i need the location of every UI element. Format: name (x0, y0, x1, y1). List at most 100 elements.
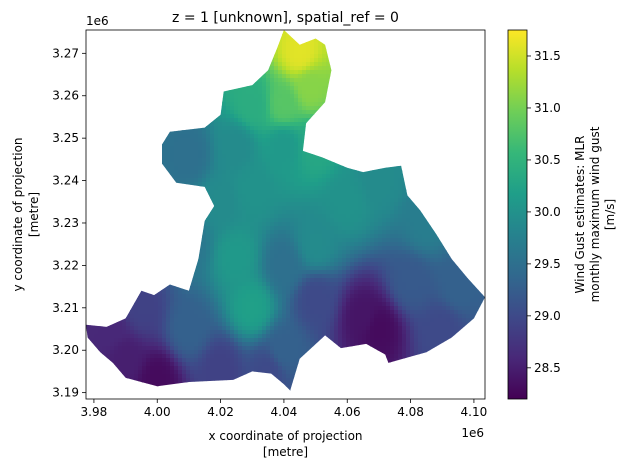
heatmap-cell (394, 222, 399, 227)
heatmap-cell (182, 62, 187, 67)
heatmap-cell (378, 182, 383, 187)
heatmap-cell (122, 98, 127, 103)
heatmap-cell (374, 214, 379, 219)
heatmap-cell (90, 94, 95, 99)
heatmap-cell (370, 190, 375, 195)
heatmap-cell (334, 154, 339, 159)
heatmap-cell (298, 142, 303, 147)
heatmap-cell (358, 38, 363, 43)
heatmap-cell (466, 58, 471, 63)
heatmap-cell (162, 146, 167, 151)
heatmap-cell (90, 42, 95, 47)
heatmap-cell (262, 30, 267, 35)
heatmap-cell (410, 74, 415, 79)
heatmap-cell (134, 154, 139, 159)
heatmap-cell (214, 74, 219, 79)
heatmap-cell (442, 218, 447, 223)
heatmap-cell (110, 122, 115, 127)
heatmap-cell (154, 214, 159, 219)
heatmap-cell (310, 90, 315, 95)
heatmap-cell (190, 214, 195, 219)
heatmap-cell (290, 34, 295, 39)
heatmap-cell (342, 126, 347, 131)
heatmap-cell (298, 202, 303, 207)
heatmap-cell (314, 46, 319, 51)
heatmap-cell (302, 214, 307, 219)
heatmap-cell (378, 34, 383, 39)
heatmap-cell (442, 126, 447, 131)
heatmap-cell (290, 202, 295, 207)
heatmap-cell (90, 142, 95, 147)
heatmap-cell (310, 42, 315, 47)
heatmap-cell (138, 134, 143, 139)
heatmap-cell (426, 66, 431, 71)
heatmap-cell (158, 146, 163, 151)
heatmap-cell (326, 186, 331, 191)
heatmap-cell (158, 82, 163, 87)
heatmap-cell (222, 50, 227, 55)
heatmap-cell (146, 86, 151, 91)
heatmap-cell (394, 90, 399, 95)
heatmap-cell (470, 42, 475, 47)
heatmap-cell (130, 94, 135, 99)
heatmap-cell (138, 114, 143, 119)
heatmap-cell (314, 126, 319, 131)
heatmap-cell (242, 206, 247, 211)
heatmap-cell (354, 74, 359, 79)
heatmap-cell (314, 30, 319, 35)
heatmap-cell (362, 166, 367, 171)
heatmap-cell (390, 38, 395, 43)
heatmap-cell (370, 30, 375, 35)
heatmap-cell (254, 70, 259, 75)
heatmap-cell (294, 138, 299, 143)
heatmap-cell (246, 206, 251, 211)
heatmap-cell (98, 98, 103, 103)
heatmap-cell (210, 146, 215, 151)
heatmap-cell (306, 202, 311, 207)
heatmap-cell (442, 118, 447, 123)
heatmap-cell (230, 150, 235, 155)
heatmap-cell (290, 122, 295, 127)
heatmap-cell (478, 174, 483, 179)
heatmap-cell (274, 38, 279, 43)
heatmap-cell (362, 106, 367, 111)
heatmap-cell (202, 90, 207, 95)
heatmap-cell (182, 206, 187, 211)
heatmap-cell (242, 126, 247, 131)
heatmap-cell (226, 102, 231, 107)
heatmap-cell (270, 134, 275, 139)
heatmap-cell (342, 106, 347, 111)
heatmap-cell (262, 214, 267, 219)
heatmap-cell (222, 150, 227, 155)
heatmap-cell (250, 94, 255, 99)
heatmap-cell (138, 178, 143, 183)
heatmap-cell (178, 90, 183, 95)
heatmap-cell (474, 194, 479, 199)
heatmap-cell (294, 82, 299, 87)
heatmap-cell (266, 190, 271, 195)
heatmap-cell (354, 202, 359, 207)
heatmap-cell (214, 78, 219, 83)
heatmap-cell (106, 146, 111, 151)
heatmap-cell (126, 226, 131, 231)
heatmap-cell (166, 98, 171, 103)
heatmap-cell (98, 94, 103, 99)
heatmap-cell (206, 114, 211, 119)
heatmap-cell (206, 54, 211, 59)
heatmap-cell (430, 118, 435, 123)
heatmap-cell (370, 142, 375, 147)
heatmap-cell (198, 70, 203, 75)
heatmap-cell (254, 106, 259, 111)
heatmap-cell (266, 118, 271, 123)
heatmap-cell (414, 34, 419, 39)
heatmap-cell (290, 102, 295, 107)
heatmap-cell (218, 194, 223, 199)
heatmap-cell (334, 170, 339, 175)
heatmap-cell (386, 74, 391, 79)
heatmap-cell (254, 218, 259, 223)
heatmap-cell (446, 198, 451, 203)
heatmap-cell (446, 130, 451, 135)
heatmap-cell (442, 182, 447, 187)
heatmap-cell (190, 194, 195, 199)
heatmap-cell (182, 198, 187, 203)
